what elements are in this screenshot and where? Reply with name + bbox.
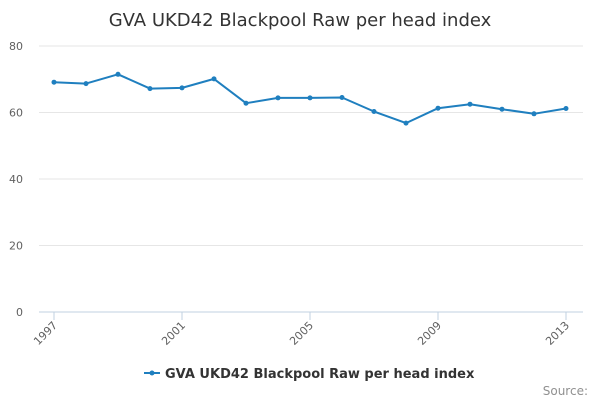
- y-tick-label: 40: [9, 173, 23, 186]
- gridlines: [39, 45, 583, 313]
- y-tick-label: 20: [9, 240, 23, 253]
- data-point-2006[interactable]: [339, 95, 345, 100]
- data-point-2012[interactable]: [531, 111, 537, 117]
- data-point-2007[interactable]: [371, 109, 377, 114]
- data-point-2003[interactable]: [243, 100, 249, 106]
- data-point-2001[interactable]: [179, 85, 185, 91]
- data-point-2005[interactable]: [307, 95, 313, 101]
- legend-label: GVA UKD42 Blackpool Raw per head index: [165, 367, 475, 382]
- data-point-2004[interactable]: [275, 95, 281, 101]
- data-point-1997[interactable]: [51, 79, 57, 85]
- data-point-2010[interactable]: [467, 101, 473, 107]
- chart-title: GVA UKD42 Blackpool Raw per head index: [109, 10, 492, 31]
- data-point-2011[interactable]: [499, 106, 505, 112]
- axes: 0 20 40 60 80 1997 2001 2005 2009 2013: [9, 40, 572, 348]
- data-point-2002[interactable]: [211, 76, 217, 82]
- x-tick-label: 2005: [287, 319, 316, 348]
- y-tick-label: 80: [9, 40, 23, 53]
- credits[interactable]: Source:: [543, 384, 588, 398]
- data-point-2013[interactable]: [563, 106, 569, 111]
- legend-marker: [149, 370, 155, 376]
- data-point-2009[interactable]: [435, 105, 441, 111]
- x-tick-label: 2001: [159, 319, 188, 348]
- data-point-2000[interactable]: [147, 86, 153, 92]
- y-tick-label: 0: [16, 306, 23, 319]
- data-point-1999[interactable]: [115, 71, 121, 77]
- x-tick-label: 1997: [31, 319, 60, 348]
- data-point-1998[interactable]: [83, 81, 89, 87]
- x-tick-label: 2013: [543, 319, 572, 348]
- x-tick-label: 2009: [415, 319, 444, 348]
- y-tick-label: 60: [9, 107, 23, 120]
- legend[interactable]: GVA UKD42 Blackpool Raw per head index: [144, 367, 475, 382]
- series-layer: [51, 71, 569, 126]
- data-point-2008[interactable]: [403, 120, 409, 126]
